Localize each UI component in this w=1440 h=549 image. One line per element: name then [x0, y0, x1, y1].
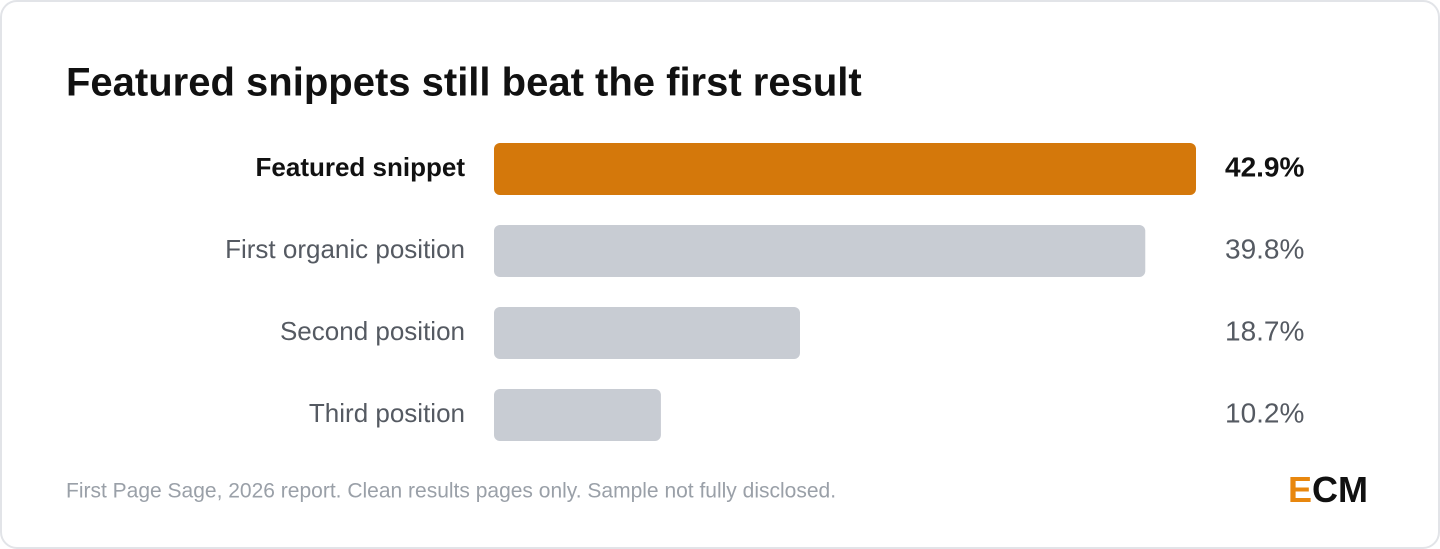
category-label: Second position — [280, 316, 465, 346]
bar — [494, 389, 661, 441]
category-label: Third position — [309, 398, 465, 428]
category-label: Featured snippet — [256, 152, 466, 182]
bar — [494, 307, 800, 359]
logo-accent: E — [1288, 469, 1312, 510]
logo: ECM — [1288, 469, 1368, 510]
chart-title: Featured snippets still beat the first r… — [66, 61, 862, 105]
value-label: 39.8% — [1225, 233, 1304, 264]
value-label: 10.2% — [1225, 397, 1304, 428]
footnote: First Page Sage, 2026 report. Clean resu… — [66, 480, 836, 503]
bar — [494, 143, 1196, 195]
value-label: 18.7% — [1225, 315, 1304, 346]
value-label: 42.9% — [1225, 151, 1304, 182]
category-label: First organic position — [225, 234, 465, 264]
logo-rest: CM — [1312, 469, 1368, 510]
bar — [494, 225, 1146, 277]
